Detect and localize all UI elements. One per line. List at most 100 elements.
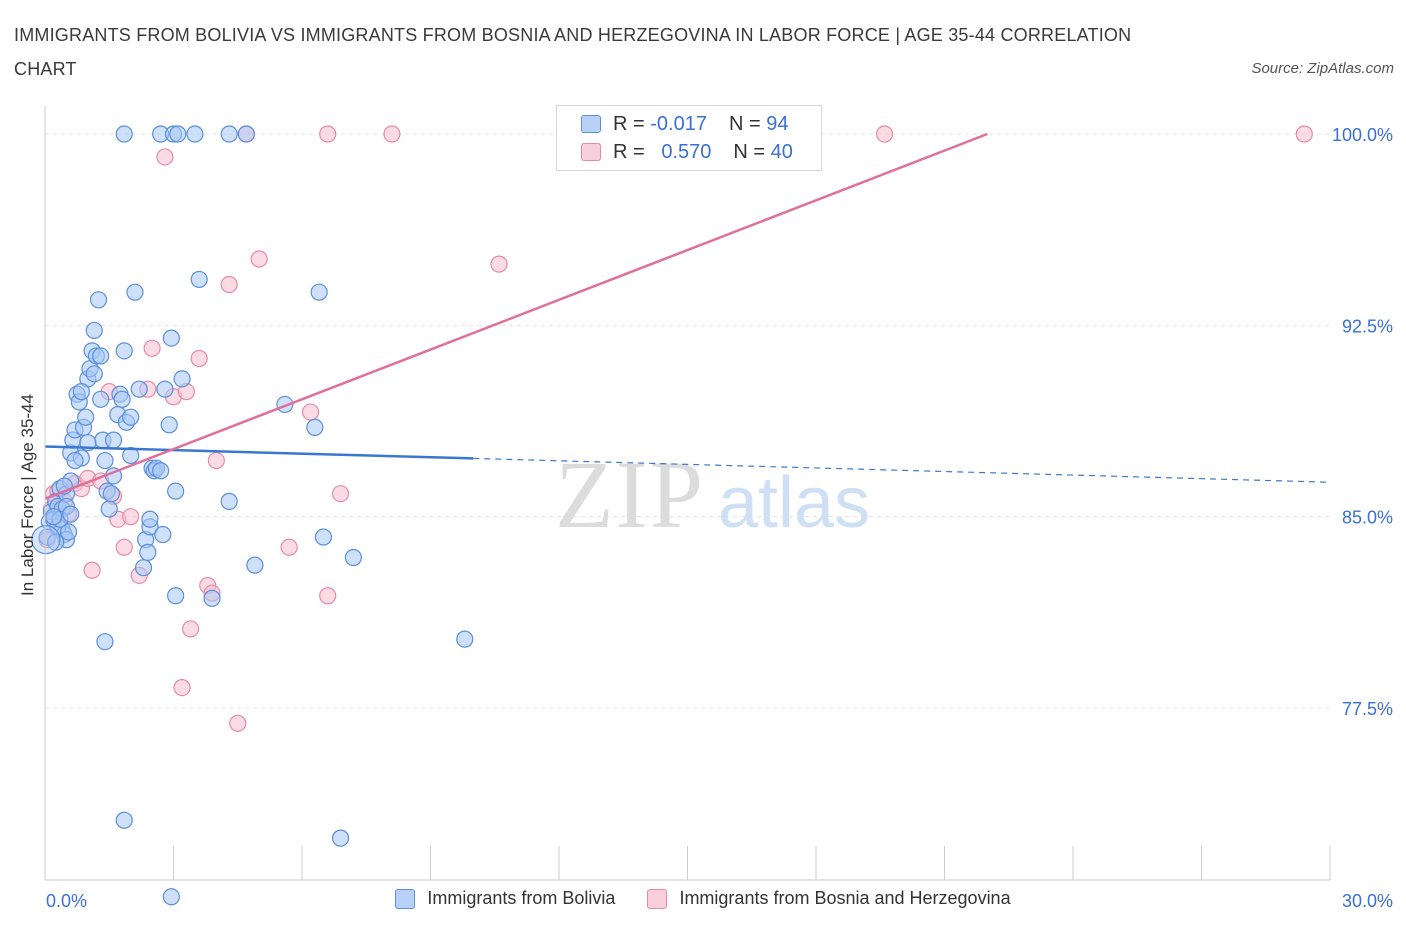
point-bolivia (152, 462, 170, 480)
point-bosnia (143, 339, 161, 357)
point-bolivia (122, 446, 140, 465)
point-bolivia (102, 485, 120, 503)
legend-n-label: N = (728, 112, 761, 135)
legend-item-bosnia[interactable]: Immigrants from Bosnia and Herzegovina (647, 888, 1011, 909)
point-bosnia (875, 125, 894, 143)
point-bolivia (314, 528, 333, 546)
point-bolivia (89, 291, 108, 309)
point-bolivia (96, 451, 114, 470)
point-bosnia (383, 125, 401, 143)
point-bosnia (229, 714, 247, 732)
legend-item-label: Immigrants from Bolivia (427, 888, 616, 908)
point-bolivia (203, 589, 221, 607)
point-bosnia (115, 538, 133, 556)
legend-item-label: Immigrants from Bosnia and Herzegovina (679, 888, 1011, 908)
point-bolivia (237, 125, 255, 143)
watermark: ZIP atlas (555, 441, 870, 548)
point-bolivia (62, 505, 80, 523)
point-bolivia (169, 125, 187, 143)
point-bolivia (190, 270, 208, 289)
legend-n-label: N = (733, 140, 766, 163)
point-bosnia (1295, 125, 1313, 143)
point-bolivia (85, 365, 103, 383)
point-bosnia (331, 485, 350, 503)
y-tick-label: 77.5% (1342, 699, 1393, 719)
watermark-atlas: atlas (718, 463, 870, 543)
y-axis-label: In Labor Force | Age 35-44 (18, 394, 37, 596)
series-legend: Immigrants from Bolivia Immigrants from … (0, 888, 1406, 909)
legend-swatch-pink (647, 888, 668, 909)
axes: 77.5% 85.0% 92.5% 100.0% 0.0% 30.0% (44, 106, 1393, 911)
point-bolivia (113, 390, 131, 408)
point-bolivia (220, 492, 238, 510)
point-bosnia (250, 250, 268, 268)
point-bosnia (190, 349, 208, 368)
point-bolivia (310, 283, 328, 301)
point-bosnia (319, 125, 337, 143)
legend-r-label: R = (613, 112, 645, 135)
point-bolivia (66, 451, 84, 470)
legend-r-value: -0.017 (650, 112, 707, 135)
point-bolivia (134, 559, 153, 577)
point-bolivia (160, 416, 178, 434)
legend-swatch-blue (581, 115, 601, 133)
point-bolivia (72, 383, 91, 401)
source-label: Source: ZipAtlas.com (1251, 60, 1394, 77)
trend-lines (44, 132, 1331, 500)
legend-n-value: 94 (766, 112, 789, 135)
point-bolivia (156, 380, 174, 398)
trend-line-bolivia (44, 445, 474, 460)
point-bolivia (154, 525, 172, 544)
point-bosnia (490, 255, 508, 273)
point-bolivia (331, 829, 350, 847)
x-tick-label: 30.0% (1342, 891, 1393, 911)
point-bolivia (162, 329, 180, 347)
point-bolivia (167, 482, 185, 500)
point-bosnia (182, 620, 200, 638)
point-bolivia (100, 500, 118, 518)
y-tick-label: 85.0% (1342, 508, 1393, 528)
point-bolivia (115, 125, 133, 143)
legend-item-bolivia[interactable]: Immigrants from Bolivia (395, 888, 615, 909)
point-bolivia (186, 125, 204, 143)
point-bolivia (92, 390, 110, 408)
point-bolivia (104, 431, 123, 449)
point-bolivia (59, 523, 78, 541)
legend-row-bosnia: R = 0.570 N = 40 (581, 138, 793, 166)
y-tick-label: 100.0% (1332, 125, 1393, 145)
legend-swatch-pink (581, 143, 601, 161)
legend-r-value: 0.570 (661, 140, 712, 163)
point-bolivia (77, 408, 95, 426)
point-bolivia (173, 370, 191, 388)
point-bolivia (115, 811, 133, 829)
point-bolivia (220, 125, 238, 143)
point-bosnia (83, 561, 101, 579)
point-bolivia (44, 508, 63, 526)
x-tick-label: 0.0% (46, 891, 87, 911)
legend-r-label: R = (613, 140, 645, 163)
point-bosnia (207, 451, 225, 470)
point-bosnia (301, 403, 320, 421)
point-bolivia (115, 342, 133, 360)
point-bolivia (96, 633, 114, 651)
point-bosnia (319, 587, 337, 605)
point-bolivia (456, 630, 474, 648)
point-bolivia (246, 556, 264, 574)
watermark-zip: ZIP (555, 441, 705, 548)
point-bolivia (92, 347, 110, 365)
stats-legend: R = -0.017 N = 94 R = 0.570 N = 40 (556, 105, 822, 171)
legend-row-bolivia: R = -0.017 N = 94 (581, 110, 788, 138)
point-bolivia (167, 587, 185, 605)
points-layer (31, 125, 1313, 906)
point-bolivia (85, 321, 103, 340)
point-bolivia (141, 510, 159, 528)
grid (45, 133, 1330, 709)
point-bolivia (344, 548, 362, 567)
point-bolivia (162, 888, 180, 906)
point-bolivia (31, 525, 61, 555)
legend-swatch-blue (395, 888, 416, 909)
chart-title: IMMIGRANTS FROM BOLIVIA VS IMMIGRANTS FR… (14, 25, 1132, 79)
point-bosnia (280, 538, 298, 556)
point-bolivia (126, 283, 144, 301)
point-bolivia (122, 408, 140, 426)
